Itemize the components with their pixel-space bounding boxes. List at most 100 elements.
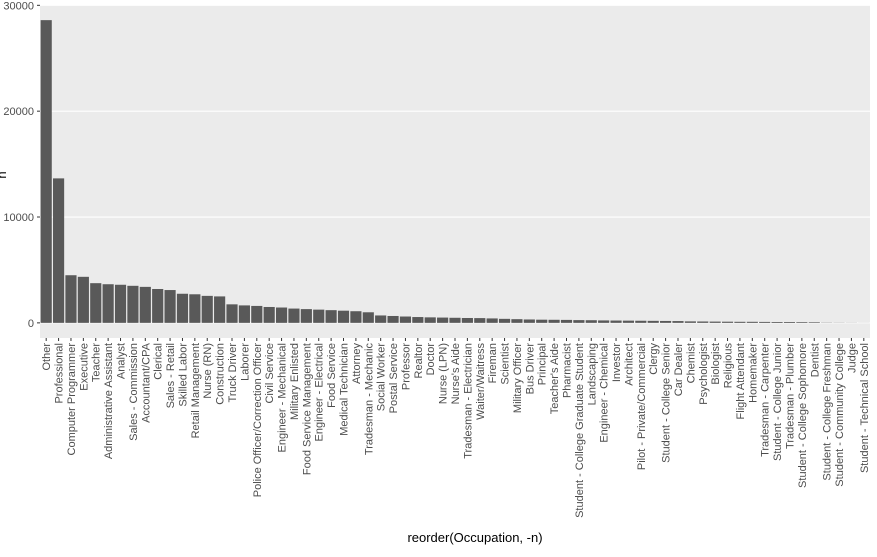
bar <box>759 321 771 323</box>
y-tick-label: 30000 <box>3 0 34 12</box>
bar <box>622 320 635 323</box>
x-tick-label: Sales - Commission <box>128 343 140 441</box>
bar <box>263 306 275 323</box>
panel <box>40 5 870 338</box>
bar <box>808 322 820 323</box>
x-tick-label: Student - College Freshman <box>822 343 834 481</box>
bar <box>523 319 535 323</box>
bar <box>560 319 573 323</box>
bar <box>771 322 783 323</box>
bar <box>65 275 77 323</box>
bar <box>783 322 796 323</box>
bar <box>511 319 523 323</box>
bar <box>746 321 758 323</box>
bar <box>387 315 399 323</box>
x-tick-label: Other <box>41 343 53 371</box>
bar <box>288 308 300 323</box>
y-axis-title: n <box>0 171 9 178</box>
bar <box>399 316 412 323</box>
bar <box>721 321 734 323</box>
bar <box>152 288 164 323</box>
bar <box>548 319 560 323</box>
x-tick-label: Truck Driver <box>227 343 239 403</box>
bar <box>313 309 325 323</box>
x-tick-label: Student - College Graduate Student <box>574 343 586 518</box>
x-tick-label: Analyst <box>116 343 128 379</box>
bar <box>114 284 127 323</box>
bar <box>449 317 461 323</box>
x-tick-label: Executive <box>78 343 90 391</box>
x-tick-label: Nurse (LPN) <box>438 343 450 404</box>
x-tick-label: Administrative Assistant <box>103 343 115 459</box>
bar <box>201 295 213 323</box>
bar <box>362 312 374 323</box>
x-tick-label: Religious <box>723 343 735 389</box>
x-tick-label: Attorney <box>351 343 363 384</box>
x-tick-label: Police Officer/Correction Officer <box>252 343 264 498</box>
x-tick-label: Laborer <box>239 343 251 381</box>
bar <box>139 286 151 323</box>
x-tick-label: Food Service Management <box>301 343 313 475</box>
x-tick-label: Bus Driver <box>524 343 536 395</box>
bar <box>474 318 486 323</box>
bar <box>672 321 684 323</box>
x-tick-label: Professional <box>54 343 66 404</box>
bar <box>53 178 65 323</box>
x-tick-label: Teacher <box>91 343 103 382</box>
x-tick-label: Tradesman - Electrician <box>462 343 474 459</box>
bar <box>176 293 189 323</box>
x-tick-label: Engineer - Chemical <box>599 343 611 443</box>
x-tick-label: Pharmacist <box>561 343 573 398</box>
y-tick-label: 20000 <box>3 106 34 118</box>
bar <box>598 320 610 323</box>
x-tick-label: Dentist <box>809 343 821 377</box>
x-tick-label: Postal Service <box>388 343 400 413</box>
x-tick-label: Civil Service <box>264 343 276 404</box>
bar <box>375 315 387 323</box>
bar <box>437 317 449 323</box>
x-tick-label: Tradesman - Mechanic <box>363 343 375 456</box>
x-tick-label: Social Worker <box>376 343 388 412</box>
bar <box>226 304 238 323</box>
y-tick-label: 10000 <box>3 212 34 224</box>
x-tick-label: Food Service <box>326 343 338 408</box>
bar <box>127 285 139 323</box>
x-tick-label: Landscaping <box>586 343 598 405</box>
bar <box>796 322 808 323</box>
x-axis-title: reorder(Occupation, -n) <box>407 530 542 545</box>
bar <box>164 290 176 323</box>
x-tick-label: Engineer - Electrical <box>314 343 326 441</box>
x-tick-label: Scientist <box>500 343 512 385</box>
x-tick-label: Student - College Senior <box>661 343 673 463</box>
x-tick-label: Clerical <box>153 343 165 380</box>
x-tick-label: Student - College Junior <box>772 343 784 461</box>
x-tick-label: Waiter/Waitress <box>475 343 487 420</box>
x-tick-label: Architect <box>623 343 635 386</box>
x-tick-label: Realtor <box>413 343 425 379</box>
x-tick-label: Flight Attendant <box>735 343 747 419</box>
x-tick-label: Skilled Labor <box>177 343 189 407</box>
bar <box>238 305 250 323</box>
bar <box>325 310 337 323</box>
bar <box>498 318 511 323</box>
bar <box>337 310 350 323</box>
x-tick-label: Teacher's Aide <box>549 343 561 414</box>
bar <box>275 307 288 323</box>
bar <box>573 320 585 323</box>
bar <box>90 283 102 323</box>
x-tick-label: Nurse's Aide <box>450 343 462 404</box>
y-tick-label: 0 <box>28 318 34 330</box>
x-tick-label: Military Enlisted <box>289 343 301 420</box>
x-tick-label: Pilot - Private/Commercial <box>636 343 648 470</box>
x-tick-label: Principal <box>537 343 549 385</box>
x-tick-label: Homemaker <box>747 343 759 403</box>
bar <box>610 320 622 323</box>
x-tick-label: Psychologist <box>698 343 710 405</box>
bar <box>300 309 312 323</box>
x-tick-label: Clergy <box>648 343 660 375</box>
x-tick-label: Car Dealer <box>673 343 685 397</box>
bar <box>585 320 597 323</box>
bar <box>214 296 226 323</box>
x-tick-label: Construction <box>215 343 227 405</box>
